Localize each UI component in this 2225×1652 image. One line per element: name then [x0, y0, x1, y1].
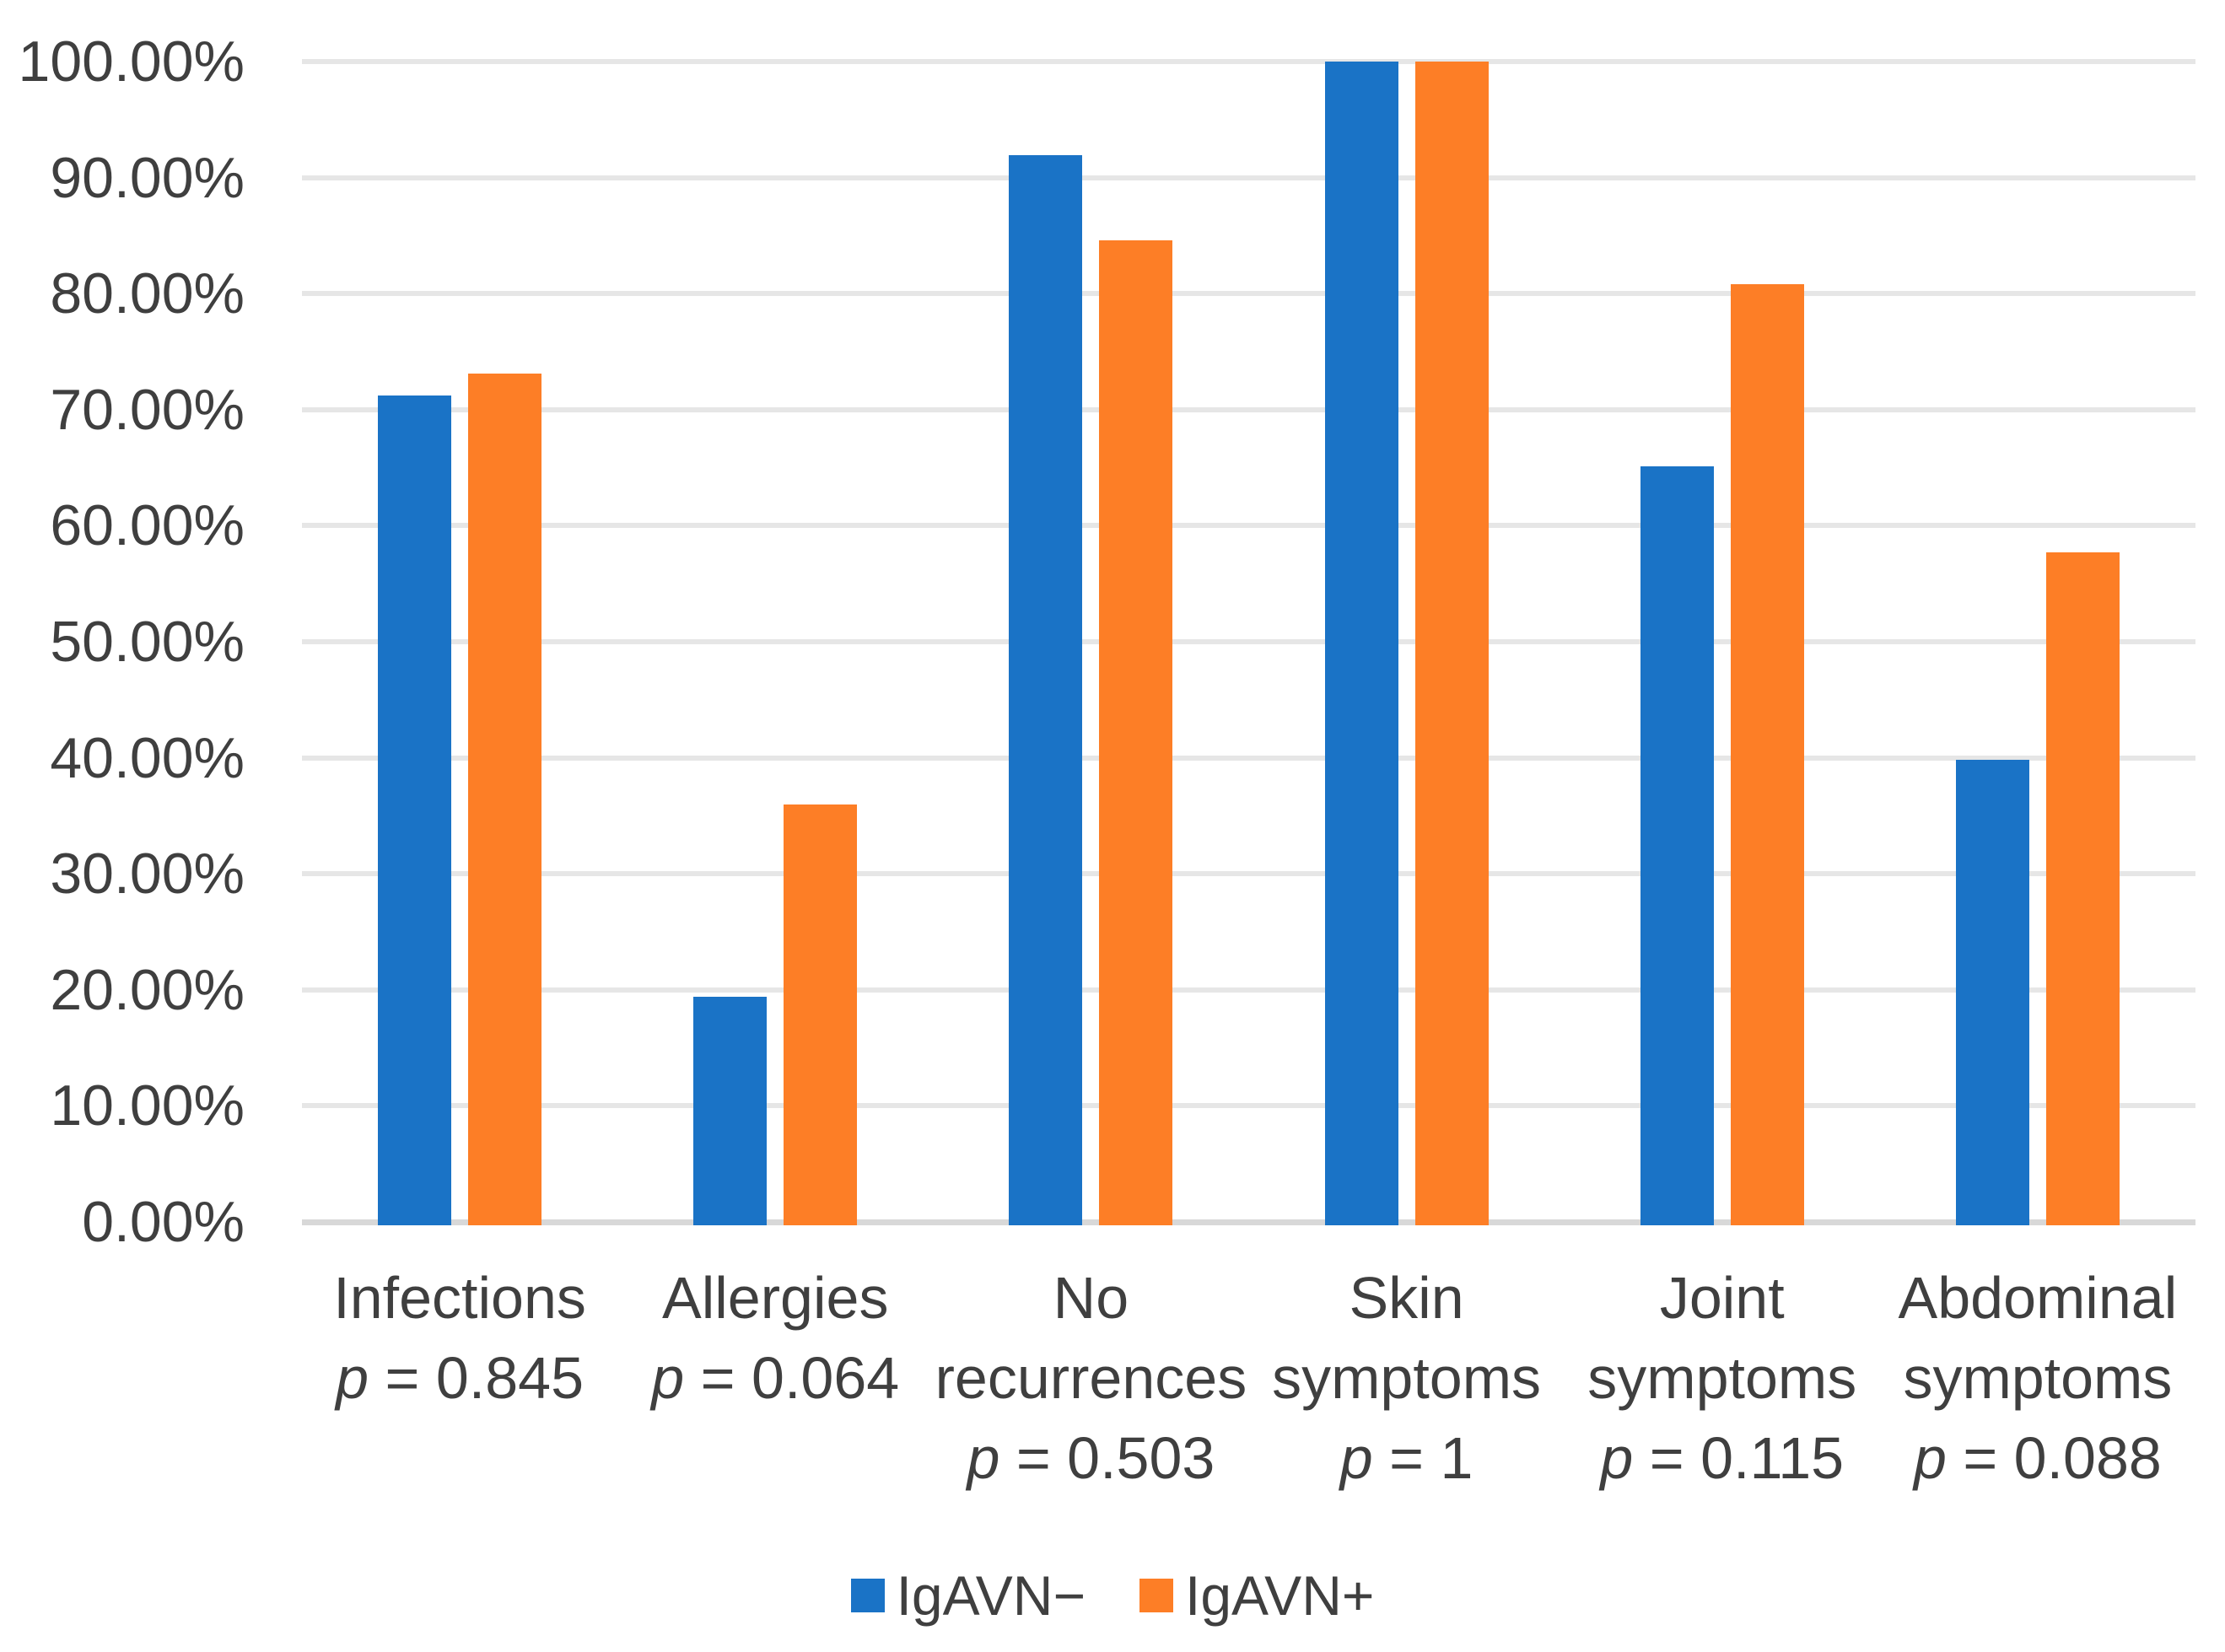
category-label-no-recurrences: No recurrences p = 0.503 [880, 1258, 1301, 1499]
y-tick-label-90: 90.00% [50, 145, 245, 210]
y-tick-label-40: 40.00% [50, 725, 245, 790]
legend-item-igavn-pos: IgAVN+ [1139, 1563, 1374, 1628]
y-tick-label-80: 80.00% [50, 261, 245, 326]
legend-swatch-igavn-neg [850, 1579, 885, 1612]
gridline-10 [302, 1103, 2195, 1109]
legend-swatch-igavn-pos [1139, 1579, 1173, 1612]
bar-skin-symptoms-igavn-pos [1414, 62, 1489, 1225]
gridline-20 [302, 987, 2195, 993]
category-label-line: Abdominal [1898, 1265, 2178, 1331]
gridline-90 [302, 175, 2195, 180]
bar-infections-igavn-pos [468, 374, 542, 1225]
y-tick-label-100: 100.00% [18, 30, 245, 94]
y-tick-label-50: 50.00% [50, 610, 245, 674]
category-label-line: Infections [333, 1265, 586, 1331]
bar-joint-symptoms-igavn-neg [1640, 466, 1714, 1225]
y-tick-label-20: 20.00% [50, 957, 245, 1022]
gridline-100 [302, 59, 2195, 64]
legend-item-igavn-neg: IgAVN− [850, 1563, 1086, 1628]
category-label-line: symptoms [1272, 1345, 1542, 1411]
bar-no-recurrences-igavn-neg [1009, 155, 1083, 1225]
gridline-50 [302, 639, 2195, 644]
category-p-value: p = 0.845 [336, 1345, 585, 1411]
gridline-70 [302, 406, 2195, 412]
bar-skin-symptoms-igavn-neg [1324, 62, 1398, 1225]
category-p-value: p = 1 [1339, 1425, 1473, 1491]
category-label-infections: Infections p = 0.845 [249, 1258, 671, 1418]
bar-abdominal-symptoms-igavn-neg [1955, 760, 2029, 1225]
bar-allergies-igavn-neg [693, 997, 768, 1225]
category-label-line: symptoms [1587, 1345, 1857, 1411]
y-tick-label-10: 10.00% [50, 1074, 245, 1138]
bar-infections-igavn-neg [378, 396, 452, 1225]
bar-abdominal-symptoms-igavn-pos [2045, 552, 2120, 1225]
category-label-abdominal-symptoms: Abdominal symptoms p = 0.088 [1827, 1258, 2225, 1499]
category-label-line: No [1053, 1265, 1129, 1331]
y-tick-label-0: 0.00% [82, 1190, 245, 1254]
category-p-value: p = 0.503 [967, 1425, 1215, 1491]
category-label-allergies: Allergies p = 0.064 [564, 1258, 986, 1418]
bar-allergies-igavn-pos [784, 804, 858, 1225]
y-tick-label-30: 30.00% [50, 842, 245, 907]
y-tick-label-60: 60.00% [50, 493, 245, 558]
legend: IgAVN− IgAVN+ [0, 1562, 2225, 1629]
gridline-60 [302, 523, 2195, 529]
category-label-line: Allergies [662, 1265, 889, 1331]
y-tick-label-70: 70.00% [50, 377, 245, 442]
bar-joint-symptoms-igavn-pos [1730, 284, 1804, 1225]
category-label-line: symptoms [1903, 1345, 2173, 1411]
x-axis-line [302, 1219, 2195, 1225]
category-p-value: p = 0.115 [1600, 1425, 1845, 1491]
gridline-80 [302, 291, 2195, 297]
category-label-joint-symptoms: Joint symptoms p = 0.115 [1511, 1258, 1933, 1499]
gridline-40 [302, 755, 2195, 761]
gridline-30 [302, 871, 2195, 877]
category-label-line: recurrences [935, 1345, 1247, 1411]
category-p-value: p = 0.064 [651, 1345, 900, 1411]
category-label-skin-symptoms: Skin symptoms p = 1 [1196, 1258, 1618, 1499]
category-label-line: Joint [1659, 1265, 1785, 1331]
legend-label-igavn-neg: IgAVN− [896, 1564, 1086, 1627]
category-label-line: Skin [1349, 1265, 1464, 1331]
legend-label-igavn-pos: IgAVN+ [1185, 1564, 1375, 1627]
bar-no-recurrences-igavn-pos [1099, 239, 1173, 1225]
category-p-value: p = 0.088 [1913, 1425, 2162, 1491]
